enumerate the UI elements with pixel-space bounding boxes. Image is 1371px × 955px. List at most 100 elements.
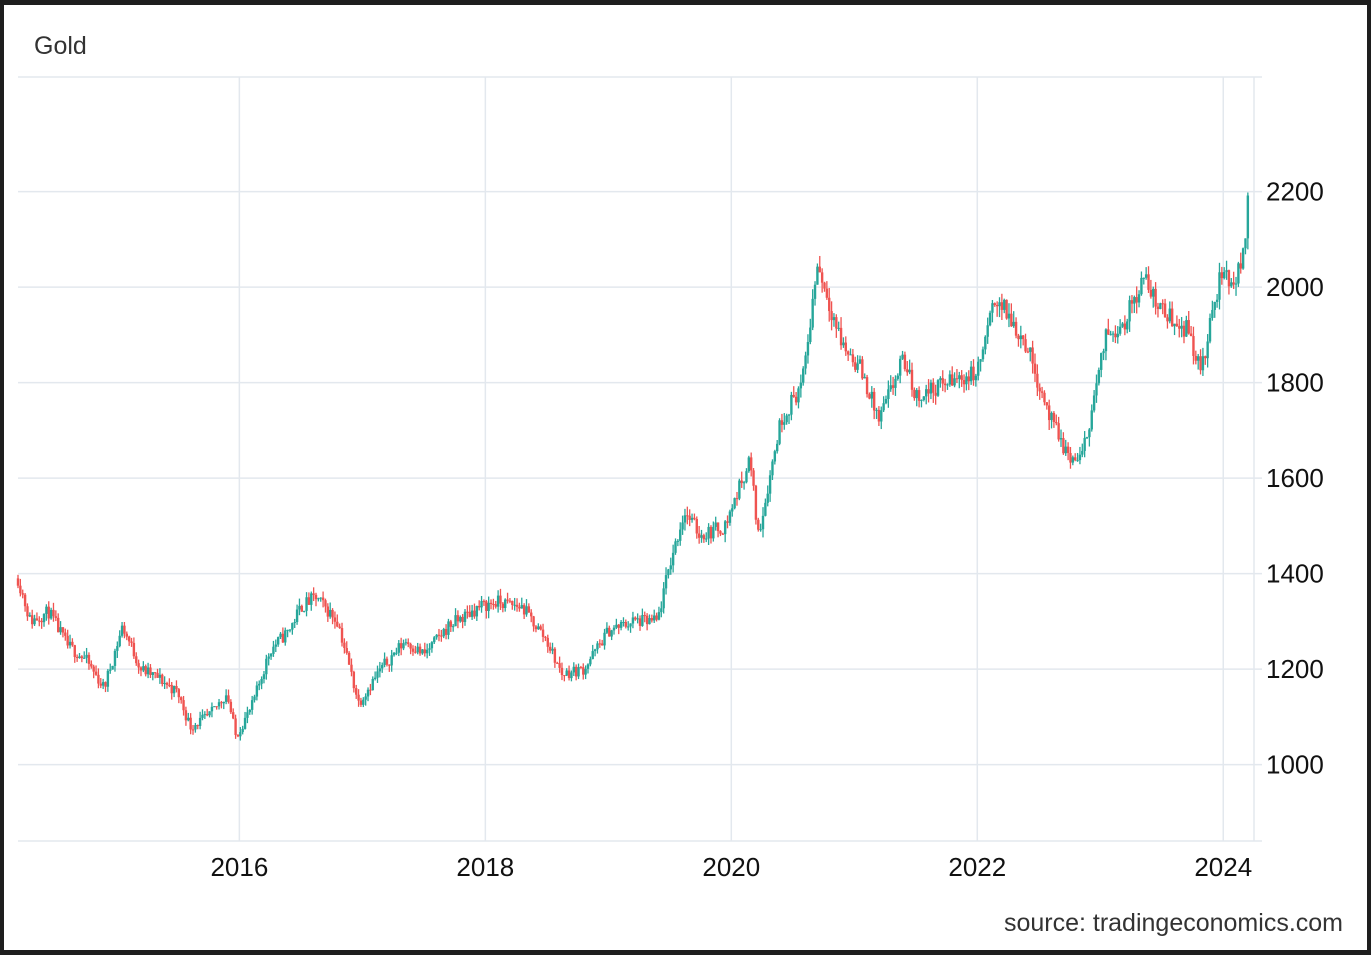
candle-down — [1005, 299, 1008, 320]
candle-down — [326, 603, 330, 622]
candle-up — [605, 622, 609, 634]
candle-down — [757, 517, 760, 532]
candle-up — [262, 671, 266, 684]
axes: 1000 1200 1400 1600 1800 2000 2200 2016 2018 2020… — [210, 177, 1323, 882]
candle-down — [1182, 320, 1186, 344]
candle-up — [378, 661, 382, 678]
candle-up — [969, 360, 973, 385]
candle-up — [373, 671, 377, 681]
candle-down — [709, 525, 713, 544]
candle-up — [1064, 439, 1067, 456]
candle-up — [203, 711, 207, 719]
candle-down — [820, 268, 824, 293]
candle-down — [23, 592, 27, 612]
candle-up — [49, 607, 53, 620]
candle-up — [610, 629, 613, 641]
candle-down — [650, 614, 654, 623]
candle-down — [220, 700, 223, 709]
candle-up — [657, 606, 661, 621]
candle-down — [740, 471, 743, 488]
candle-down — [541, 623, 545, 643]
candle-down — [343, 638, 346, 654]
candle-up — [305, 592, 308, 617]
candle-down — [38, 616, 41, 627]
candle-down — [508, 598, 512, 604]
candle-up — [674, 538, 677, 555]
candle-down — [903, 351, 907, 372]
candle-down — [135, 652, 138, 666]
candle-down — [624, 619, 628, 629]
candle-up — [459, 615, 462, 623]
candle-up — [705, 532, 708, 543]
candle-down — [411, 645, 415, 656]
candle-down — [130, 637, 133, 647]
candle-down — [721, 532, 724, 535]
candle-down — [466, 605, 469, 619]
candle-up — [402, 639, 405, 651]
candle-up — [1206, 334, 1209, 368]
candle-down — [943, 378, 947, 393]
candle-down — [749, 452, 753, 477]
candle-up — [390, 649, 393, 672]
candle-down — [437, 628, 441, 642]
candle-down — [139, 666, 143, 677]
candle-up — [172, 685, 176, 698]
candle-up — [101, 678, 105, 690]
candle-down — [444, 624, 448, 640]
candle-up — [404, 638, 408, 646]
candle-up — [898, 355, 902, 384]
candle-down — [1189, 326, 1193, 337]
candle-up — [371, 676, 374, 691]
candle-down — [191, 724, 195, 735]
candle-down — [955, 369, 959, 384]
candle-down — [548, 642, 552, 654]
candle-up — [1215, 294, 1219, 308]
candle-down — [1187, 310, 1190, 335]
candle-down — [872, 387, 876, 420]
candle-down — [1021, 335, 1025, 346]
candle-down — [877, 406, 881, 426]
candle-up — [723, 519, 727, 543]
candle-up — [622, 617, 625, 627]
candle-up — [1137, 290, 1141, 308]
candle-down — [1227, 269, 1231, 295]
candle-up — [1218, 262, 1221, 310]
candle-up — [745, 468, 748, 484]
candle-down — [600, 639, 604, 646]
candle-down — [345, 641, 348, 655]
candle-up — [728, 509, 732, 526]
candle-down — [522, 603, 526, 620]
candle-down — [35, 612, 39, 621]
candle-down — [1204, 355, 1207, 365]
candle-up — [1118, 319, 1122, 336]
candle-down — [215, 706, 218, 710]
candle-up — [738, 478, 741, 501]
candle-up — [790, 391, 793, 421]
candle-down — [1045, 402, 1049, 410]
candle-up — [766, 485, 769, 507]
candle-up — [269, 652, 273, 660]
candle-up — [570, 670, 573, 682]
candle-down — [359, 697, 363, 707]
candle-up — [239, 727, 242, 741]
candle-up — [832, 313, 836, 327]
candle-down — [324, 598, 327, 613]
candle-up — [629, 623, 632, 633]
candle-up — [272, 640, 275, 657]
candle-down — [156, 668, 159, 678]
candle-down — [735, 491, 739, 506]
candle-up — [201, 709, 204, 721]
candle-up — [676, 539, 680, 547]
candle-down — [556, 661, 559, 664]
candle-down — [1062, 432, 1065, 455]
candle-down — [1014, 317, 1018, 339]
candle-down — [1026, 347, 1030, 354]
candle-down — [993, 302, 996, 307]
candle-down — [30, 609, 34, 629]
candle-down — [825, 281, 829, 300]
candle-up — [217, 698, 221, 710]
candle-up — [714, 516, 717, 531]
candle-down — [1031, 340, 1034, 374]
candle-down — [1047, 399, 1051, 430]
candle-down — [125, 631, 128, 641]
